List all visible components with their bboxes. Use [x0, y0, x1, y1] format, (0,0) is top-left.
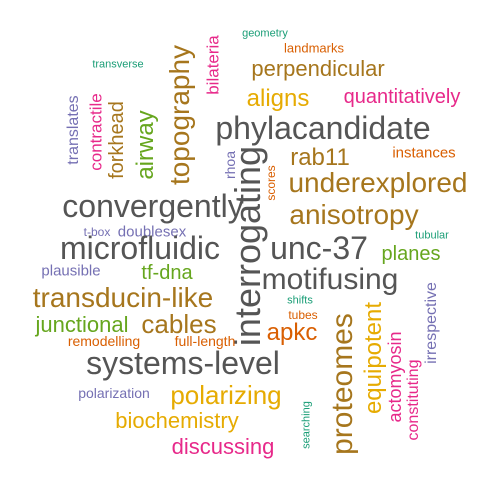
word-airway: airway [132, 110, 159, 180]
word-discussing: discussing [171, 434, 275, 459]
word-t-box: t-box [83, 225, 111, 239]
word-topography: topography [164, 44, 195, 186]
word-constituting: constituting [405, 359, 422, 441]
word-perpendicular: perpendicular [251, 56, 385, 81]
word-searching: searching [300, 401, 313, 449]
word-interrogating: interrogating [227, 145, 268, 347]
word-systems-level: systems-level [86, 345, 280, 381]
word-convergently: convergently [62, 188, 244, 224]
word-proteomes: proteomes [326, 313, 359, 455]
word-junctional: junctional [35, 312, 129, 337]
word-rab11: rab11 [290, 144, 350, 171]
word-transducin-like: transducin-like [32, 282, 214, 313]
word-remodelling: remodelling [67, 333, 141, 349]
word-tubes: tubes [288, 308, 318, 322]
word-planes: planes [381, 243, 441, 265]
word-motifusing: motifusing [261, 263, 399, 296]
word-biochemistry: biochemistry [115, 408, 239, 433]
word-geometry: geometry [242, 27, 288, 40]
word-shifts: shifts [287, 294, 313, 307]
word-tubular: tubular [415, 229, 449, 242]
word-unc-37: unc-37 [270, 230, 368, 266]
word-translates: translates [65, 95, 82, 165]
word-underexplored: underexplored [288, 167, 468, 198]
word-instances: instances [392, 144, 456, 162]
word-actomyosin: actomyosin [385, 331, 405, 423]
word-equipotent: equipotent [360, 301, 387, 415]
word-quantitatively: quantitatively [343, 86, 461, 108]
word-phylacandidate: phylacandidate [215, 110, 431, 146]
word-landmarks: landmarks [284, 40, 344, 56]
word-tf-dna: tf-dna [141, 262, 193, 284]
word-aligns: aligns [246, 85, 310, 112]
word-forkhead: forkhead [106, 101, 128, 179]
word-irrespective: irrespective [423, 282, 440, 364]
word-microfluidic: microfluidic [59, 230, 221, 266]
word-cables: cables [141, 309, 217, 339]
word-contractile: contractile [86, 93, 106, 171]
word-plausible: plausible [41, 262, 101, 280]
word-bilateria: bilateria [203, 35, 223, 95]
word-doublesex: doublesex [117, 223, 187, 241]
word-apkc: apkc [266, 319, 318, 346]
word-full-length: full-length [174, 333, 236, 349]
word-transverse: transverse [92, 58, 144, 71]
word-anisotropy: anisotropy [289, 199, 419, 230]
word-polarizing: polarizing [170, 380, 282, 410]
word-polarization: polarization [78, 385, 150, 401]
